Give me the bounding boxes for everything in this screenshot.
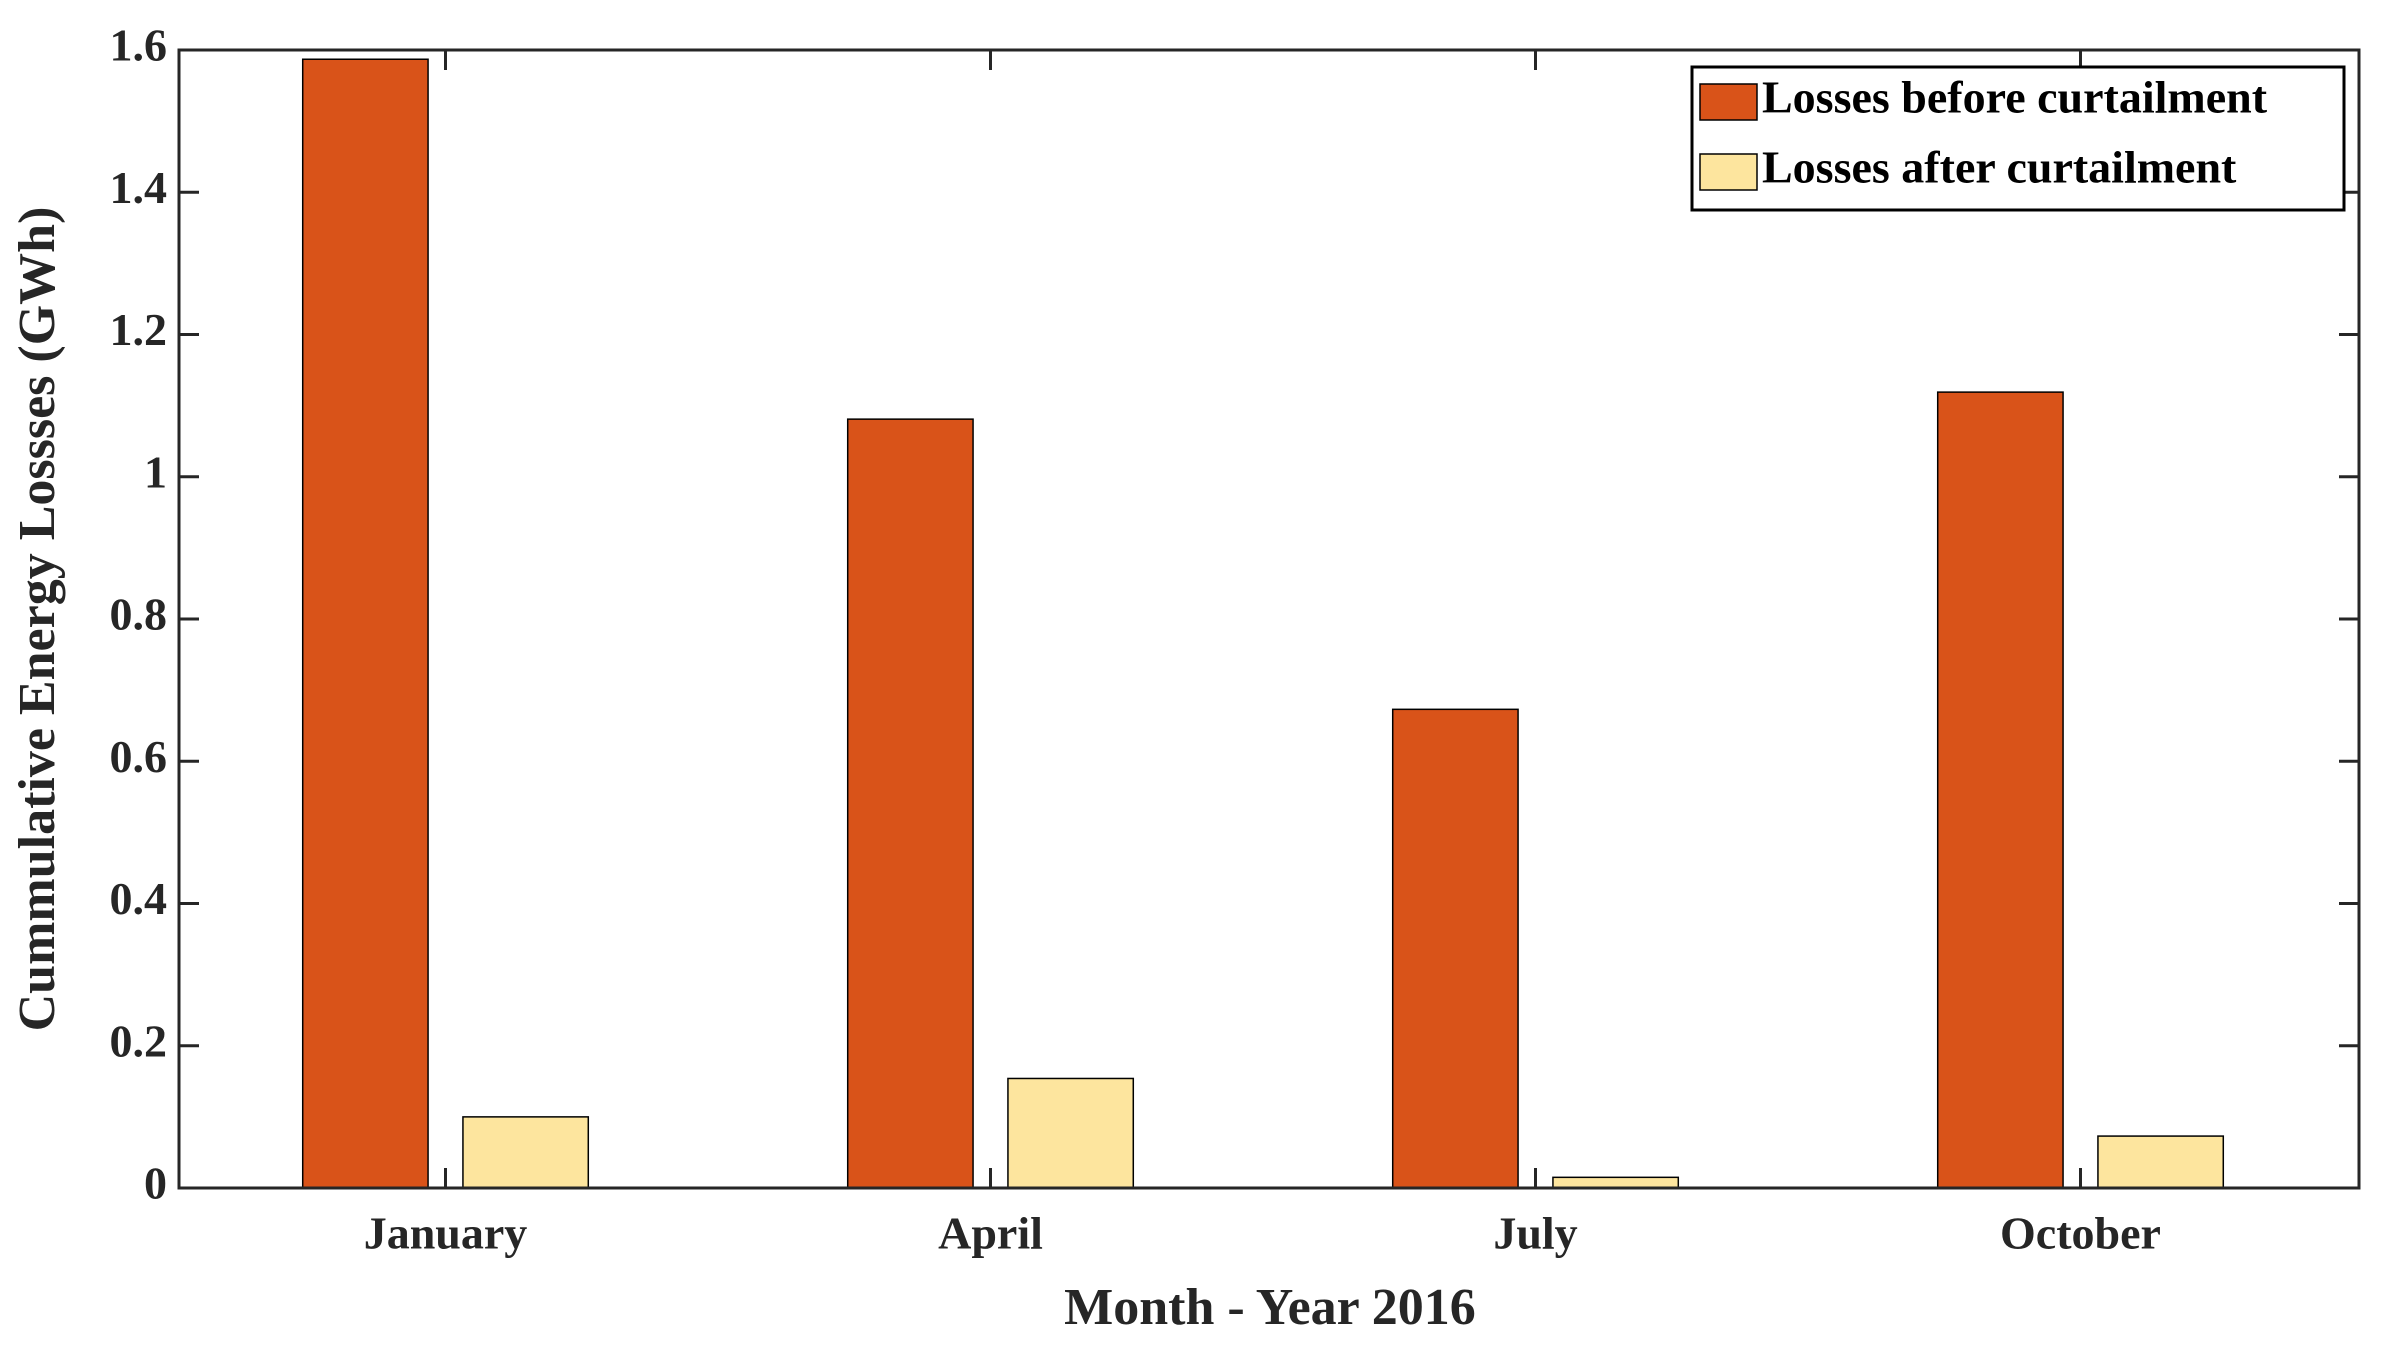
y-tick-label: 0.2 [110,1015,168,1066]
x-tick-label: January [364,1208,528,1259]
y-tick-label: 0.6 [110,731,168,782]
bar [1936,391,2064,1189]
y-tick-label: 0.4 [110,873,168,924]
y-tick-label: 0 [144,1158,167,1209]
x-tick-label: April [938,1208,1043,1259]
y-tick-label: 1.4 [110,162,168,213]
legend-swatch [1699,153,1758,191]
bar [1007,1077,1135,1189]
y-tick-label: 1 [144,446,167,497]
y-tick-label: 0.8 [110,589,168,640]
legend-label: Losses before curtailment [1762,72,2268,123]
bar [1391,708,1519,1189]
bar [1552,1176,1680,1189]
legend-box [1690,65,2346,212]
bar [301,58,429,1189]
y-tick-label: 1.6 [110,20,168,71]
legend-label: Losses after curtailment [1762,142,2237,193]
bar [2097,1135,2225,1189]
legend-swatch [1699,83,1758,121]
x-tick-label: July [1493,1208,1577,1259]
bar [462,1116,590,1189]
plot-frame [177,48,2361,1190]
y-axis-label: Cummulative Energy Lossses (GWh) [9,207,66,1032]
bar [846,418,974,1189]
x-tick-label: October [2000,1208,2161,1259]
x-axis-label: Month - Year 2016 [1064,1279,1476,1336]
y-tick-label: 1.2 [110,304,168,355]
